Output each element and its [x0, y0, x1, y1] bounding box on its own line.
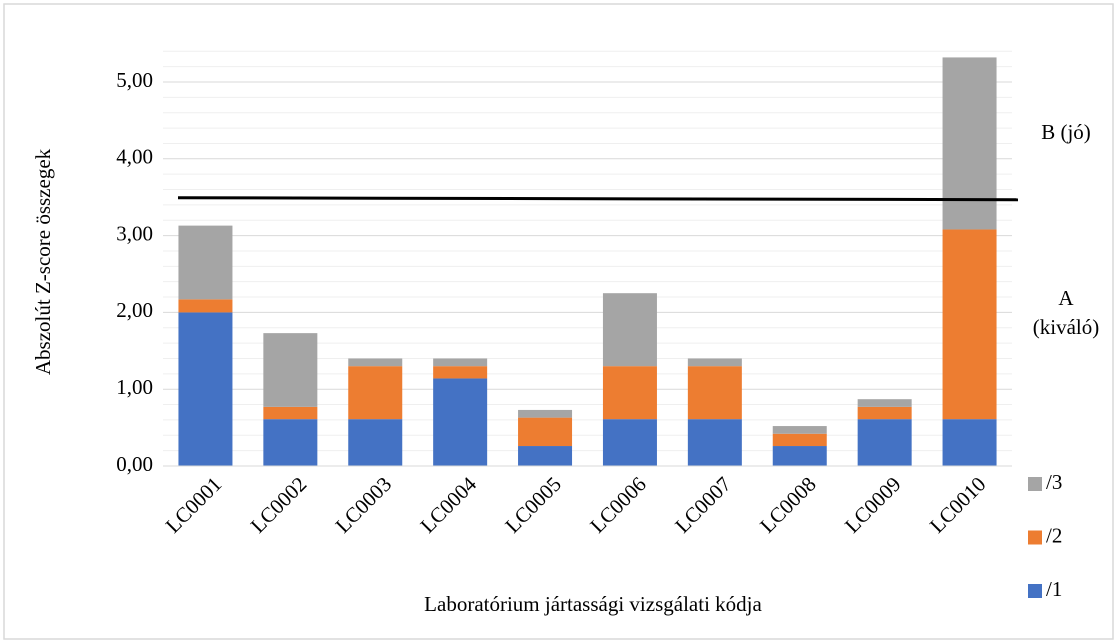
bar-segment [602, 366, 657, 420]
legend-swatch [1028, 530, 1042, 545]
y-tick-label: 3,00 [116, 221, 153, 245]
legend-label: /3 [1046, 470, 1062, 494]
threshold-line [177, 196, 1019, 202]
bar-segment [348, 419, 403, 466]
bar-segment [518, 417, 573, 447]
bar-segment [178, 299, 233, 313]
bar-segment [518, 409, 573, 418]
bar-segment [942, 57, 997, 230]
bar-segment [857, 399, 912, 407]
bar-segment [263, 333, 318, 407]
bar-segment [687, 419, 742, 466]
y-tick-label: 2,00 [116, 298, 153, 322]
y-tick-label: 1,00 [116, 375, 153, 399]
bar-segment [772, 433, 827, 447]
bar-segment [433, 358, 488, 367]
bar-segment [942, 419, 997, 466]
y-axis-label: Abszolút Z-score összegek [31, 148, 55, 375]
region-label: (kiváló) [1033, 315, 1099, 339]
bar-segment [942, 229, 997, 420]
legend-label: /2 [1046, 523, 1062, 547]
bar-segment [263, 406, 318, 420]
legend-swatch [1028, 584, 1042, 598]
bar-segment [772, 426, 827, 434]
bar-segment [263, 419, 318, 466]
legend-label: /1 [1046, 577, 1062, 601]
bar-segment [772, 446, 827, 466]
bar-segment [433, 366, 488, 379]
y-tick-label: 5,00 [116, 68, 153, 92]
bar-segment [518, 446, 573, 466]
bar-segment [178, 312, 233, 466]
legend-swatch [1028, 477, 1042, 491]
bar-segment [602, 293, 657, 367]
bar-segment [602, 419, 657, 466]
y-tick-label: 0,00 [116, 452, 153, 476]
y-tick-label: 4,00 [116, 145, 153, 169]
bar-segment [857, 419, 912, 466]
bar-segment [857, 406, 912, 420]
bar-segment [433, 378, 488, 466]
x-axis-label: Laboratórium jártassági vizsgálati kódja [424, 592, 762, 616]
bar-segment [348, 366, 403, 420]
bar-segment [348, 358, 403, 367]
bar-segment [687, 366, 742, 420]
region-label: A [1058, 286, 1074, 310]
region-label: B (jó) [1041, 120, 1091, 144]
bar-segment [687, 358, 742, 367]
bar-segment [178, 225, 233, 300]
